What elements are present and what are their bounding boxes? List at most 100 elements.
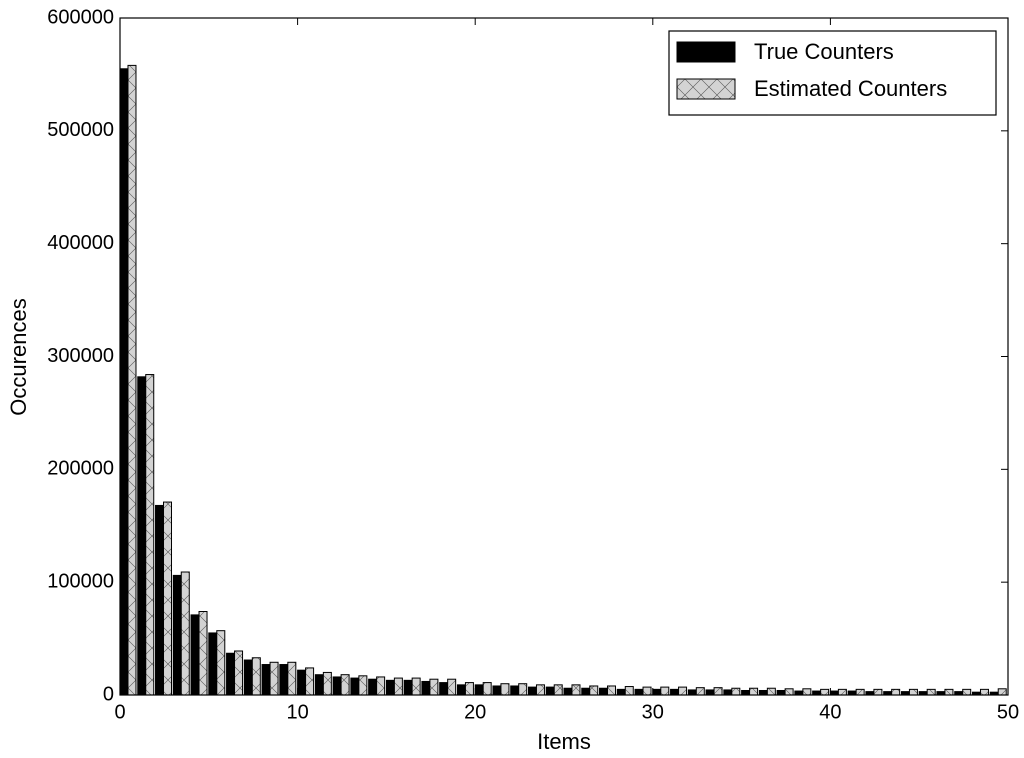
bar <box>145 374 155 696</box>
y-axis-title: Occurences <box>6 298 31 415</box>
bar <box>393 677 403 696</box>
bar <box>837 688 847 696</box>
bar <box>305 667 315 696</box>
bar <box>687 689 697 696</box>
bar <box>908 688 918 696</box>
bar <box>695 687 705 696</box>
x-tick-label: 30 <box>642 701 664 723</box>
bar <box>261 664 271 696</box>
bar <box>208 632 218 696</box>
bar <box>678 686 688 696</box>
bar <box>155 504 165 696</box>
y-tick-label: 100000 <box>47 570 114 592</box>
bar <box>510 685 520 696</box>
bar <box>581 687 591 696</box>
bar <box>297 669 307 696</box>
bar <box>944 688 954 696</box>
bar <box>527 686 537 696</box>
bar <box>599 687 609 696</box>
bar <box>180 571 190 696</box>
bar <box>545 686 555 696</box>
bar <box>802 688 812 696</box>
bar <box>492 685 502 696</box>
bar <box>163 501 173 696</box>
bar <box>411 677 421 696</box>
bar <box>997 688 1007 696</box>
bar <box>482 682 492 696</box>
plot-frame <box>119 17 1009 696</box>
bar <box>350 677 360 696</box>
bar <box>287 661 297 696</box>
bar <box>624 686 634 696</box>
bar <box>926 688 936 696</box>
bar <box>322 671 332 696</box>
bar <box>474 684 484 696</box>
bar <box>198 611 208 696</box>
bar <box>820 688 830 696</box>
x-tick-label: 20 <box>464 701 486 723</box>
bar <box>979 688 989 696</box>
bar <box>607 685 617 696</box>
bar <box>535 684 545 696</box>
y-tick-label: 300000 <box>47 345 114 367</box>
bar <box>127 64 137 696</box>
bar <box>279 664 289 696</box>
bar <box>243 659 253 696</box>
bar <box>137 376 147 696</box>
bar <box>731 687 741 696</box>
bar <box>456 684 466 696</box>
y-tick-label: 600000 <box>47 6 114 28</box>
bar <box>216 630 226 696</box>
bar <box>403 679 413 696</box>
y-tick-label: 0 <box>103 683 114 705</box>
legend-label: True Counters <box>754 39 894 64</box>
bar <box>652 688 662 696</box>
bar <box>119 68 129 696</box>
bar <box>642 686 652 696</box>
x-axis-title: Items <box>537 729 591 754</box>
bar <box>713 687 723 696</box>
bar <box>190 614 200 696</box>
bar <box>660 686 670 696</box>
y-tick-label: 200000 <box>47 458 114 480</box>
bar <box>766 687 776 696</box>
bar <box>741 689 751 696</box>
bar <box>447 678 457 696</box>
bar <box>670 688 680 696</box>
legend-swatch <box>676 41 736 63</box>
bar <box>723 689 733 696</box>
bar <box>589 685 599 696</box>
bar <box>749 687 759 696</box>
bar <box>500 683 510 696</box>
bar <box>234 650 244 696</box>
x-tick-label: 0 <box>114 701 125 723</box>
bar <box>855 688 865 696</box>
bar <box>553 684 563 696</box>
legend: True Counters Estimated Counters <box>668 30 997 116</box>
bar <box>358 675 368 696</box>
bar <box>314 674 324 696</box>
bar <box>518 683 528 696</box>
bar <box>571 684 581 696</box>
y-tick-label: 500000 <box>47 119 114 141</box>
bar <box>172 574 182 696</box>
bar <box>226 652 236 696</box>
bar <box>705 689 715 696</box>
bar <box>873 688 883 696</box>
bar <box>776 689 786 696</box>
x-tick-label: 10 <box>286 701 308 723</box>
y-tick-label: 400000 <box>47 232 114 254</box>
legend-swatch <box>676 78 736 100</box>
bar <box>891 688 901 696</box>
bar <box>563 687 573 696</box>
bar <box>376 676 386 696</box>
bar <box>385 679 395 696</box>
x-tick-label: 40 <box>819 701 841 723</box>
bar <box>340 674 350 696</box>
bar <box>251 657 261 696</box>
bar <box>464 682 474 696</box>
bar <box>758 689 768 696</box>
bar <box>439 682 449 696</box>
bar <box>269 661 279 696</box>
